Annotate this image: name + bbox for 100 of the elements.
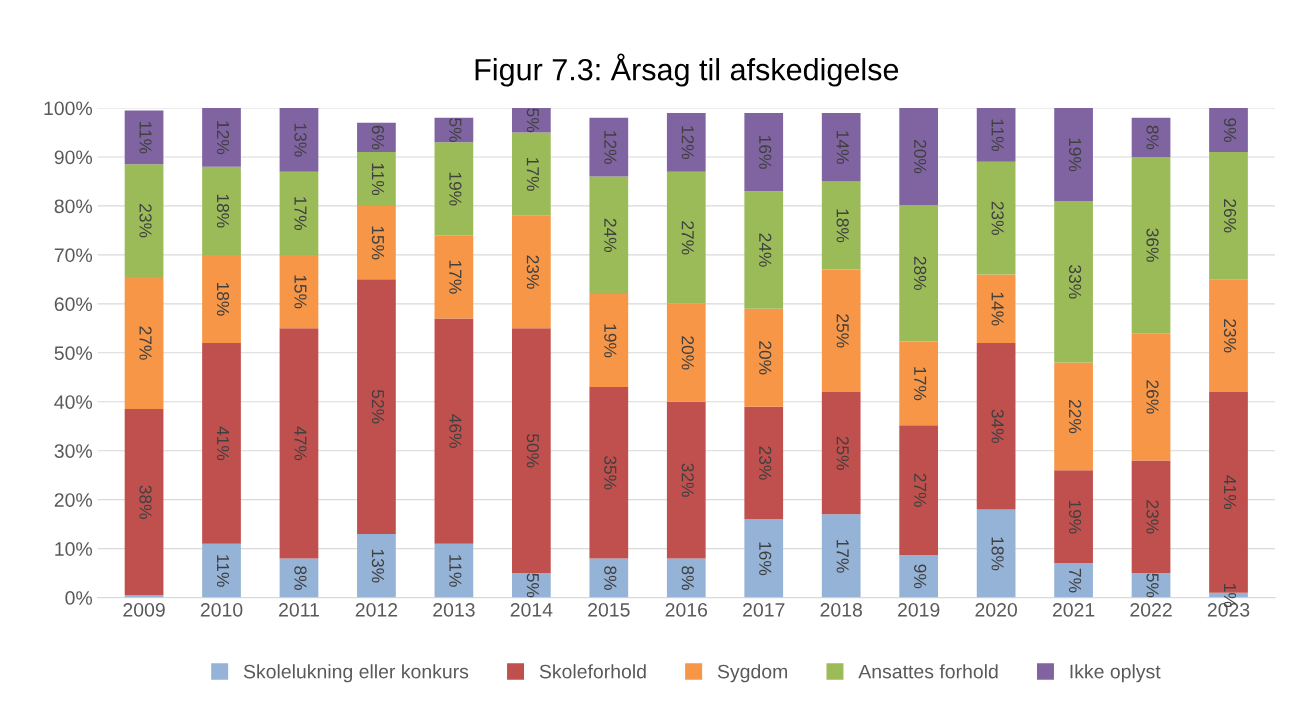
- bar: [1131, 156, 1171, 334]
- bar: [744, 191, 784, 309]
- x-tick-label: 2009: [123, 602, 165, 617]
- data-label: 15%: [371, 226, 384, 260]
- bar: [434, 235, 474, 319]
- data-label: 26%: [1223, 199, 1237, 233]
- y-tick-label: 100%: [44, 101, 93, 116]
- data-label: 20%: [681, 336, 694, 370]
- data-label: 17%: [449, 260, 462, 294]
- bar: [1209, 152, 1248, 280]
- bar: [976, 509, 1016, 598]
- data-label: 13%: [294, 123, 307, 157]
- bar: [202, 166, 241, 255]
- x-tick-label: 2017: [743, 602, 785, 617]
- bar: [1054, 108, 1093, 202]
- data-label: 11%: [991, 119, 1004, 152]
- bar: [1209, 279, 1248, 392]
- bar: [899, 108, 939, 205]
- data-label: 19%: [449, 172, 462, 206]
- bar: [357, 533, 396, 598]
- bar: [976, 274, 1016, 344]
- bar: [511, 132, 551, 216]
- bar: [279, 171, 319, 255]
- bar: [279, 558, 319, 598]
- data-label: 23%: [759, 446, 772, 480]
- data-label: 18%: [836, 209, 849, 243]
- x-tick-label: 2020: [975, 602, 1017, 617]
- data-label: 24%: [604, 218, 617, 253]
- bar: [821, 391, 861, 515]
- bar: [589, 117, 629, 177]
- data-label: 18%: [991, 537, 1004, 571]
- bar: [899, 555, 939, 598]
- data-label: 52%: [371, 389, 385, 424]
- data-label: 5%: [526, 573, 539, 598]
- data-label: 41%: [216, 426, 230, 461]
- data-label: 17%: [526, 158, 539, 191]
- data-label: 47%: [294, 426, 307, 461]
- data-label: 14%: [836, 131, 849, 164]
- data-label: 14%: [991, 292, 1004, 326]
- data-label: 19%: [604, 324, 617, 358]
- x-tick-label: 2016: [665, 602, 708, 617]
- legend-label: Sygdom: [717, 664, 788, 683]
- bar: [124, 164, 164, 277]
- data-label: 18%: [216, 282, 230, 316]
- legend-label: Ikke oplyst: [1070, 664, 1161, 683]
- x-tick-label: 2012: [355, 602, 398, 617]
- bar: [899, 204, 939, 342]
- x-tick-label: 2022: [1130, 602, 1172, 617]
- y-tick-label: 30%: [54, 444, 93, 458]
- data-label: 27%: [139, 326, 152, 360]
- data-label: 23%: [1146, 500, 1159, 534]
- bar: [589, 176, 629, 295]
- y-tick-label: 80%: [54, 199, 93, 214]
- x-tick-label: 2015: [588, 602, 630, 617]
- data-label: 9%: [914, 564, 927, 589]
- data-label: 17%: [836, 539, 849, 573]
- bar: [279, 254, 319, 329]
- data-label: 23%: [139, 204, 152, 238]
- data-label: 20%: [914, 139, 927, 174]
- data-label: 32%: [681, 463, 694, 497]
- data-label: 8%: [604, 566, 617, 590]
- y-tick-label: 20%: [54, 493, 93, 507]
- bar: [1054, 470, 1093, 564]
- y-tick-label: 10%: [55, 542, 93, 556]
- bar: [1131, 460, 1171, 574]
- data-label: 5%: [449, 118, 462, 142]
- bar: [511, 328, 551, 574]
- data-label: 25%: [836, 314, 849, 348]
- bar: [666, 558, 706, 598]
- bar: [666, 171, 706, 304]
- bar: [357, 279, 396, 534]
- bar: [124, 409, 164, 596]
- data-label: 24%: [759, 233, 772, 267]
- bar: [1054, 201, 1093, 363]
- data-label: 23%: [526, 255, 539, 289]
- x-tick-label: 2010: [200, 602, 243, 617]
- data-label: 38%: [139, 485, 152, 519]
- bar: [821, 514, 861, 598]
- y-tick-label: 0%: [65, 591, 93, 605]
- bar: [666, 401, 706, 559]
- data-label: 16%: [759, 542, 772, 576]
- bar: [357, 122, 396, 153]
- bar: [1054, 563, 1093, 598]
- legend-label: Skolelukning eller konkurs: [243, 664, 469, 683]
- bar: [1131, 333, 1171, 461]
- x-tick-label: 2021: [1052, 602, 1095, 617]
- x-tick-label: 2018: [820, 602, 862, 617]
- bar: [589, 387, 629, 559]
- data-label: 12%: [681, 126, 694, 160]
- bar: [589, 294, 629, 388]
- data-label: 7%: [1068, 568, 1082, 593]
- data-label: 50%: [526, 434, 539, 468]
- bar: [744, 112, 784, 192]
- data-label: 27%: [914, 473, 927, 507]
- bar: [899, 341, 939, 426]
- data-label: 5%: [1146, 573, 1159, 598]
- bar: [202, 343, 241, 544]
- chart-title: Figur 7.3: Årsag til afskedigelse: [475, 53, 899, 87]
- bar: [434, 142, 474, 236]
- x-tick-label: 2013: [433, 602, 475, 617]
